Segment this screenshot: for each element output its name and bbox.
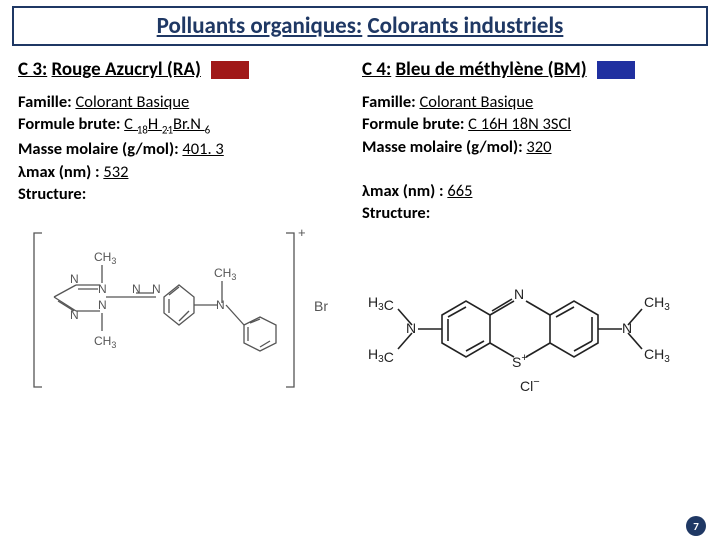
heading-right: C 4: Bleu de méthylène (BM) xyxy=(362,58,702,81)
svg-text:CH3: CH3 xyxy=(94,250,116,266)
svg-text:Br: Br xyxy=(314,298,328,314)
structure-label-right: Structure: xyxy=(362,203,430,223)
svg-text:N: N xyxy=(406,320,416,336)
lambda-label-left: λmax (nm) xyxy=(18,162,91,182)
page-title: Polluants organiques: Colorants industri… xyxy=(157,12,564,40)
swatch-left xyxy=(211,61,249,79)
famille-label-left: Famille: xyxy=(18,92,72,112)
svg-text:H3C: H3C xyxy=(368,346,394,365)
content-columns: C 3: Rouge Azucryl (RA) Famille: Coloran… xyxy=(0,58,720,425)
svg-text:N: N xyxy=(98,298,107,312)
heading-left-prefix: C 3: xyxy=(18,58,47,81)
famille-label-right: Famille: xyxy=(362,92,416,112)
svg-text:N: N xyxy=(98,282,107,296)
structure-right: N S+ N N H3C H3C CH3 CH3 Cl− xyxy=(362,233,702,425)
title-part2: Colorants industriels xyxy=(367,12,563,40)
props-left: Famille: Colorant Basique Formule brute:… xyxy=(18,91,350,205)
svg-text:N: N xyxy=(70,272,79,286)
famille-value-left: Colorant Basique xyxy=(75,92,189,112)
famille-value-right: Colorant Basique xyxy=(419,92,533,112)
svg-text:N: N xyxy=(216,298,225,312)
svg-text:CH3: CH3 xyxy=(644,294,670,313)
svg-text:CH3: CH3 xyxy=(644,346,670,365)
svg-text:N: N xyxy=(152,282,161,296)
svg-text:H3C: H3C xyxy=(368,294,394,313)
svg-text:N: N xyxy=(514,286,524,302)
structure-left: N N N N N N N CH3 CH3 CH3 + Br xyxy=(18,213,350,424)
heading-left: C 3: Rouge Azucryl (RA) xyxy=(18,58,350,81)
heading-left-name: Rouge Azucryl (RA) xyxy=(52,58,201,81)
svg-text:CH3: CH3 xyxy=(214,266,236,282)
column-right: C 4: Bleu de méthylène (BM) Famille: Col… xyxy=(362,58,702,425)
masse-value-right: 320 xyxy=(526,137,551,157)
svg-text:N: N xyxy=(622,320,632,336)
swatch-right xyxy=(597,61,635,79)
masse-label-right: Masse molaire (g/mol): xyxy=(362,137,523,157)
props-right: Famille: Colorant Basique Formule brute:… xyxy=(362,91,702,225)
lambda-label-right: λmax (nm) xyxy=(362,181,435,201)
title-box: Polluants organiques: Colorants industri… xyxy=(12,6,708,46)
svg-text:+: + xyxy=(298,225,306,240)
structure-label-left: Structure: xyxy=(18,184,86,204)
formule-value-left: C 18H 21Br.N 6 xyxy=(124,114,210,134)
lambda-value-right: 665 xyxy=(447,181,472,201)
svg-text:N: N xyxy=(70,308,79,322)
formule-label-left: Formule brute: xyxy=(18,114,120,134)
svg-text:N: N xyxy=(132,282,141,296)
svg-text:Cl−: Cl− xyxy=(520,376,540,394)
svg-text:S+: S+ xyxy=(512,352,528,370)
ra-structure-svg: N N N N N N N CH3 CH3 CH3 + Br xyxy=(24,215,344,415)
masse-value-left: 401. 3 xyxy=(182,139,223,159)
formule-value-right: C 16H 18N 3SCl xyxy=(468,114,571,134)
lambda-value-left: 532 xyxy=(103,162,128,182)
bm-structure-svg: N S+ N N H3C H3C CH3 CH3 Cl− xyxy=(362,235,702,425)
formule-label-right: Formule brute: xyxy=(362,114,464,134)
page-number: 7 xyxy=(686,516,706,536)
column-left: C 3: Rouge Azucryl (RA) Famille: Coloran… xyxy=(18,58,350,425)
page-number-value: 7 xyxy=(693,520,699,533)
masse-label-left: Masse molaire (g/mol): xyxy=(18,139,179,159)
svg-text:CH3: CH3 xyxy=(94,334,116,350)
heading-right-name: Bleu de méthylène (BM) xyxy=(396,58,587,81)
heading-right-prefix: C 4: xyxy=(362,58,391,81)
title-part1: Polluants organiques: xyxy=(157,12,363,40)
